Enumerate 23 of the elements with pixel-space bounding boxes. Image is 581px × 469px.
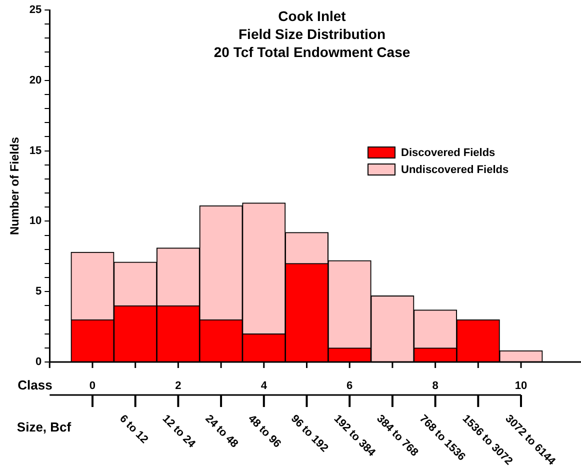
text: 24 to 48 xyxy=(202,412,240,450)
text: 48 to 96 xyxy=(246,412,284,450)
x-tick-label: 2 xyxy=(175,380,182,392)
x-tick-label: 10 xyxy=(514,380,528,392)
y-tick-label: 0 xyxy=(36,356,42,368)
y-tick-label: 5 xyxy=(36,286,42,298)
x-axis-title: Class xyxy=(18,378,52,393)
x-tick-label: 8 xyxy=(432,380,438,392)
y-tick-label: 25 xyxy=(29,4,42,16)
y-tick-label: 20 xyxy=(29,74,42,86)
y-tick-label: 15 xyxy=(29,144,42,157)
text: 12 to 24 xyxy=(160,412,198,451)
y-tick-label: 10 xyxy=(29,215,42,228)
legend-label: Discovered Fields xyxy=(401,147,496,160)
text: 6 to 12 xyxy=(117,412,150,446)
x-tick-label: 0 xyxy=(89,380,96,392)
text: Cook Inlet Field Size Distribution 20 Tcf Total Endowment Case xyxy=(214,8,410,60)
x-tick-label: 4 xyxy=(260,380,268,392)
text: Size, Bcf xyxy=(16,420,72,435)
text: 96 to 192 xyxy=(288,412,330,455)
x-tick-label: 6 xyxy=(346,380,353,392)
legend-label: Undiscovered Fields xyxy=(401,164,509,176)
y-axis-title: Number of Fields xyxy=(8,136,22,236)
